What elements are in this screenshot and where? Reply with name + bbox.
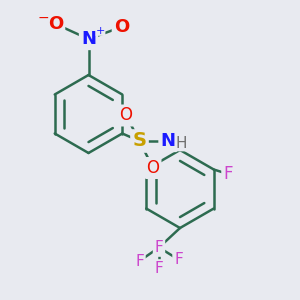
Text: F: F bbox=[154, 240, 164, 255]
Text: N: N bbox=[81, 30, 96, 48]
Text: O: O bbox=[119, 106, 133, 124]
Text: −: − bbox=[37, 11, 49, 24]
Text: O: O bbox=[146, 159, 160, 177]
Text: H: H bbox=[176, 136, 187, 151]
Text: CF₃: CF₃ bbox=[158, 247, 160, 248]
Text: F: F bbox=[223, 165, 233, 183]
Text: F: F bbox=[154, 261, 164, 276]
Text: O: O bbox=[48, 15, 63, 33]
Text: F: F bbox=[135, 254, 144, 268]
Text: +: + bbox=[96, 26, 105, 36]
Text: O: O bbox=[114, 18, 129, 36]
Text: F: F bbox=[174, 252, 183, 267]
Text: S: S bbox=[133, 131, 146, 151]
Text: N: N bbox=[160, 132, 175, 150]
